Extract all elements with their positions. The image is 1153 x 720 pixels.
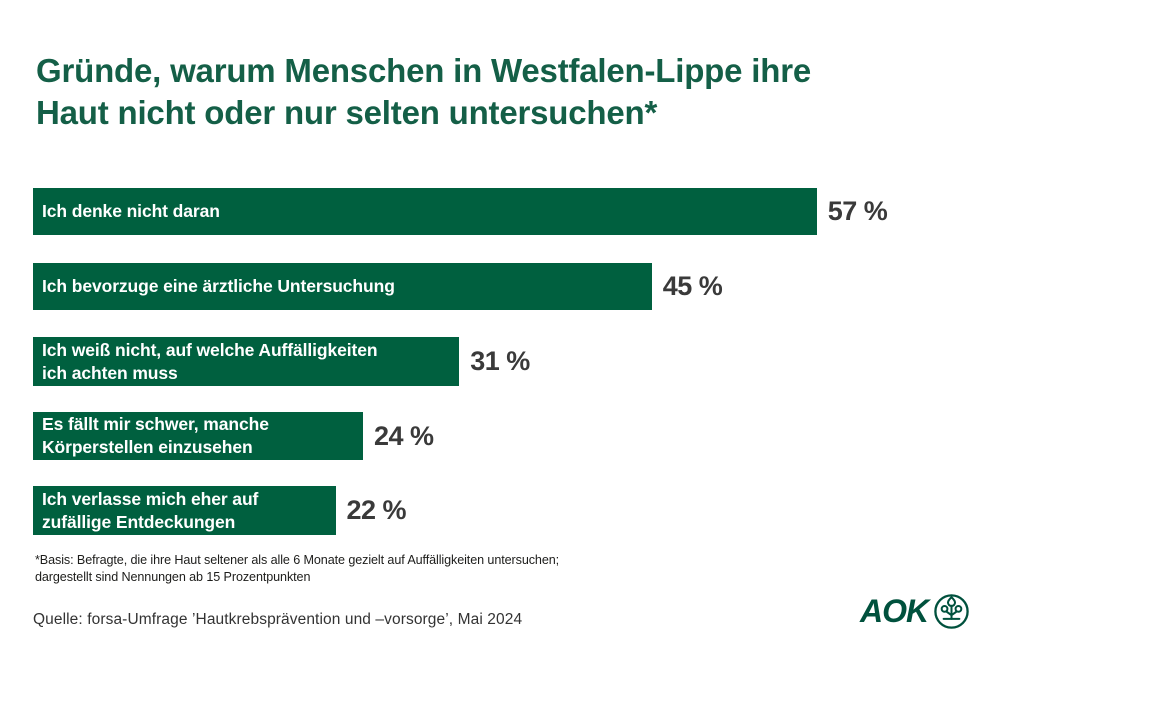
bar-category-label: Ich verlasse mich eher auf [42, 488, 259, 509]
bar-row: Ich denke nicht daran 57 % [33, 188, 888, 235]
bar-row: Es fällt mir schwer, manche Körperstellen… [33, 412, 887, 460]
bar-category-label: zufällige Entdeckungen [42, 511, 236, 532]
chart-title-line-2: Haut nicht oder nur selten untersuchen* [36, 94, 658, 131]
bar-category-label: ich achten muss [42, 362, 178, 383]
aok-logo-text: AOK [860, 593, 929, 629]
bar-segment: Ich weiß nicht, auf welche Auffälligkeit… [33, 337, 460, 386]
chart-title: Gründe, warum Menschen in Westfalen-Lipp… [36, 50, 811, 134]
bar-value-label: 22 % [346, 495, 407, 525]
bar-category-label: Ich bevorzuge eine ärztliche Untersuchun… [42, 276, 395, 296]
source-caption: Quelle: forsa-Umfrage ’Hautkrebspräventi… [33, 611, 523, 628]
bar-category-label: Es fällt mir schwer, manche [42, 414, 269, 434]
bar-category-label: Ich denke nicht daran [42, 201, 220, 221]
bar-segment: Ich verlasse mich eher auf zufällige Entd… [33, 486, 336, 535]
bar-segment: Es fällt mir schwer, manche Körperstellen… [33, 412, 363, 460]
bar-value-label: 24 % [374, 420, 434, 451]
chart-title-line-1: Gründe, warum Menschen in Westfalen-Lipp… [36, 52, 811, 89]
footnote-line-1: *Basis: Befragte, die ihre Haut seltener… [35, 553, 560, 567]
bar-segment: Ich denke nicht daran [33, 188, 817, 235]
aok-logo: AOK [860, 593, 970, 630]
bar-row: Ich verlasse mich eher auf zufällige Entd… [33, 486, 887, 535]
aok-tree-icon [934, 594, 969, 629]
bar-row: Ich bevorzuge eine ärztliche Untersuchun… [33, 263, 887, 310]
bar-value-label: 57 % [827, 196, 888, 226]
bar-chart: Ich denke nicht daran 57 % Ich bevorzuge e… [33, 188, 888, 535]
bar-segment: Ich bevorzuge eine ärztliche Untersuchun… [33, 263, 652, 310]
bar-category-label: Ich weiß nicht, auf welche Auffälligkeit… [42, 339, 378, 360]
bar-value-label: 31 % [470, 346, 530, 376]
footnote-line-2: dargestellt sind Nennungen ab 15 Prozent… [35, 570, 311, 584]
bar-category-label: Körperstellen einzusehen [42, 437, 253, 457]
footnote: *Basis: Befragte, die ihre Haut seltener… [35, 552, 559, 586]
bar-row: Ich weiß nicht, auf welche Auffälligkeit… [33, 337, 887, 386]
bar-value-label: 45 % [662, 271, 723, 301]
